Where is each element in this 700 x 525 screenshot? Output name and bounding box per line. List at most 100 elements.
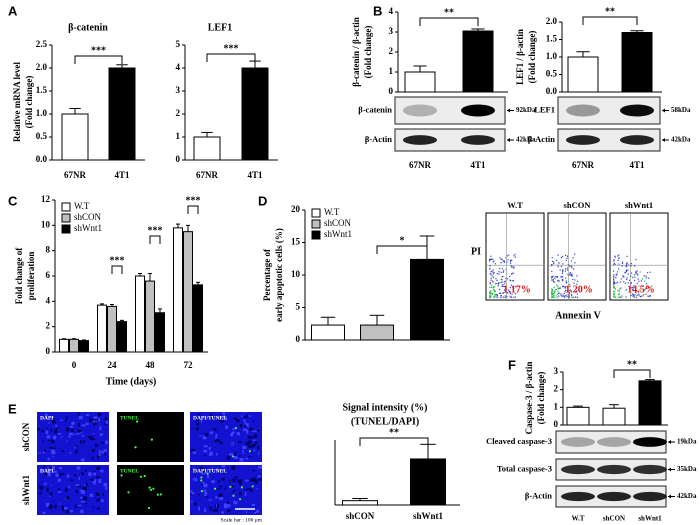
flow-dot (556, 296, 559, 299)
micrograph-texture (230, 432, 234, 437)
flow-dot (503, 261, 505, 263)
flow-dot (555, 288, 557, 291)
flow-dot (500, 262, 502, 264)
micrograph-texture (218, 479, 220, 484)
micrograph-texture (66, 496, 70, 500)
micrograph-texture (42, 511, 46, 515)
flow-dot (492, 258, 494, 261)
y-tick-label: 1 (176, 131, 181, 141)
micrograph-texture (247, 436, 250, 439)
flow-title: W.T (507, 200, 523, 210)
bar (155, 312, 165, 353)
flow-dot (613, 286, 616, 288)
significance-bracket (187, 205, 199, 214)
micrograph-texture (245, 457, 249, 460)
micrograph-texture (52, 500, 55, 502)
bar (97, 304, 107, 353)
micrograph-texture (246, 414, 248, 418)
micrograph-texture (253, 439, 257, 441)
micrograph-texture (88, 418, 93, 423)
significance-label: ** (389, 427, 399, 438)
bar (360, 324, 394, 341)
flow-dot (551, 288, 553, 290)
flow-dot (566, 290, 569, 292)
y-tick-label: 3 (389, 26, 394, 36)
flow-dot (617, 289, 619, 291)
flow-dot (493, 286, 496, 288)
micrograph-texture (253, 430, 257, 432)
micrograph-texture (191, 491, 195, 495)
flow-dot (498, 271, 500, 273)
y-tick-label: 10 (291, 269, 301, 279)
micrograph-texture (94, 421, 97, 425)
flow-dot (626, 255, 628, 257)
micrograph-texture (104, 451, 107, 456)
micrograph-texture (221, 465, 226, 468)
flow-dot (576, 283, 578, 285)
blot-band (597, 464, 631, 475)
flow-dot (624, 271, 626, 274)
flow-dot (502, 275, 504, 278)
flow-dot (497, 285, 499, 287)
tunel-dot (232, 494, 235, 497)
micrograph-texture (86, 482, 88, 487)
micrograph-texture (99, 426, 102, 431)
micrograph-texture (215, 439, 220, 442)
micrograph-texture (242, 445, 247, 449)
flow-dot (552, 295, 554, 297)
flow-dot (493, 296, 495, 298)
flow-dot (501, 268, 504, 270)
micrograph-texture (215, 435, 217, 440)
micrograph-texture (96, 498, 100, 502)
tunel-dot (159, 493, 162, 496)
flow-dot (639, 271, 641, 273)
micrograph-texture (216, 488, 221, 490)
panel-letter: A (8, 3, 18, 18)
flow-dot (498, 283, 500, 285)
micrograph-texture (103, 449, 107, 454)
y-tick-label: 2 (176, 108, 181, 118)
flow-dot (551, 291, 553, 293)
flow-dot (639, 295, 641, 298)
flow-dot (564, 268, 567, 270)
flow-dot (552, 296, 554, 298)
micrograph-texture (59, 467, 63, 470)
flow-dot (572, 278, 574, 281)
micrograph-texture (241, 415, 244, 418)
micrograph-texture (105, 440, 108, 444)
y-axis-label: (Fold change) (536, 372, 546, 425)
flow-dot (627, 269, 629, 271)
flow-dot (508, 254, 510, 256)
tunel-dot (206, 472, 209, 475)
flow-dot (564, 270, 567, 272)
flow-dot (646, 285, 649, 287)
flow-dot (555, 295, 558, 297)
flow-dot (639, 289, 641, 291)
flow-dot (635, 289, 637, 292)
flow-dot (626, 264, 628, 266)
micrograph-texture (82, 440, 85, 443)
y-tick-label: 0.5 (546, 69, 558, 79)
micrograph-texture (236, 419, 240, 423)
flow-dot (636, 282, 638, 285)
blot-label: β-Actin (365, 134, 392, 144)
chart-title: β-catenin (68, 22, 108, 33)
micrograph-texture (209, 413, 212, 418)
micrograph-texture (215, 468, 219, 470)
y-tick-label: 0.0 (36, 154, 48, 164)
flow-dot (507, 292, 509, 294)
flow-dot (553, 281, 555, 283)
flow-dot (490, 286, 493, 288)
blot-label: β-catenin (358, 104, 392, 114)
bar (404, 71, 436, 93)
flow-dot (512, 279, 514, 282)
micrograph-texture (61, 507, 66, 509)
flow-title: shCON (564, 200, 592, 210)
y-tick-label: 0 (176, 154, 181, 164)
micrograph-texture (98, 479, 102, 483)
flow-dot (635, 291, 637, 294)
micrograph-texture (232, 478, 236, 482)
micrograph-texture (225, 425, 229, 429)
micrograph-texture (43, 465, 46, 468)
tunel-dot (127, 491, 130, 494)
